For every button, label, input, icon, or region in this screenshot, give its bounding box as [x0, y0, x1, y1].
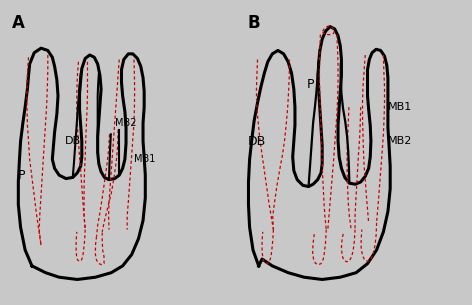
- Text: P: P: [18, 169, 25, 182]
- Text: B: B: [247, 14, 260, 32]
- Text: MB1: MB1: [388, 102, 412, 112]
- Text: MB1: MB1: [134, 154, 155, 164]
- Text: DB: DB: [65, 136, 81, 146]
- Text: MB2: MB2: [115, 118, 136, 128]
- Text: DB: DB: [247, 135, 266, 148]
- Text: P: P: [307, 78, 314, 91]
- Text: A: A: [11, 14, 25, 32]
- Text: MB2: MB2: [388, 136, 413, 146]
